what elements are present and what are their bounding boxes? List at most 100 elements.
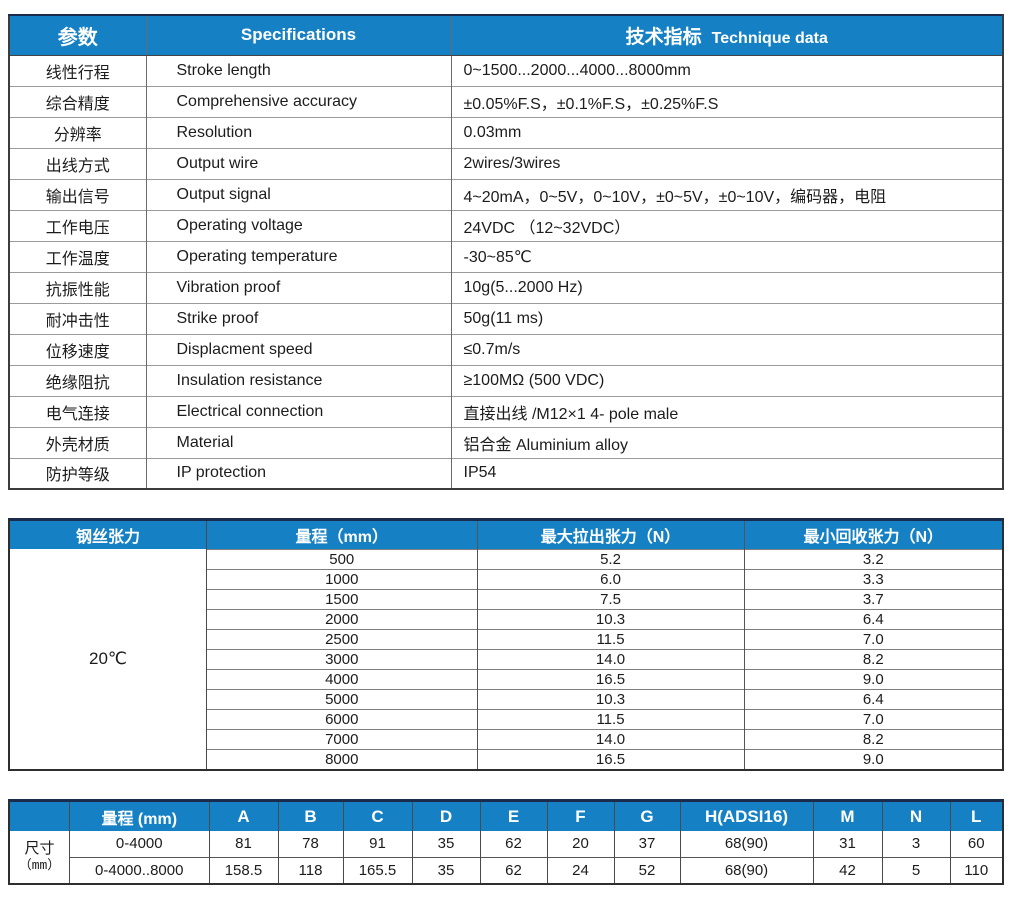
table-cell: 防护等级 bbox=[9, 457, 146, 489]
table-cell: M bbox=[812, 802, 882, 831]
table-row: 2500 11.5 7.0 bbox=[207, 628, 1002, 649]
table-cell: 5000 bbox=[207, 688, 477, 709]
table-row: 防护等级 IP protection IP54 bbox=[9, 457, 1003, 489]
table-row: 工作温度 Operating temperature -30~85℃ bbox=[9, 240, 1003, 272]
table-cell: Resolution bbox=[145, 116, 451, 148]
table-cell: 工作电压 bbox=[9, 209, 146, 241]
table-row: 500 5.2 3.2 bbox=[207, 548, 1002, 569]
table-cell: 抗振性能 bbox=[9, 271, 146, 303]
table-cell: 10.3 bbox=[476, 608, 744, 629]
spec-header-technique-data: 技术指标 Technique data bbox=[450, 15, 1003, 56]
table-row: 1000 6.0 3.3 bbox=[207, 568, 1002, 589]
table-cell: 78 bbox=[277, 831, 343, 857]
table-cell: 工作温度 bbox=[9, 240, 146, 272]
table-cell: 4000 bbox=[207, 668, 477, 689]
table-cell: 0~1500...2000...4000...8000mm bbox=[450, 55, 1003, 86]
tension-left-column: 钢丝张力 20℃ bbox=[10, 521, 207, 769]
table-cell: 9.0 bbox=[743, 668, 1002, 689]
tension-temperature-cell: 20℃ bbox=[10, 549, 206, 769]
table-cell: 1000 bbox=[207, 568, 477, 589]
table-cell: 35 bbox=[411, 856, 480, 883]
table-cell: 5 bbox=[881, 856, 950, 883]
table-cell: 位移速度 bbox=[9, 333, 146, 365]
table-cell: 外壳材质 bbox=[9, 426, 146, 458]
spec-header-row: 参数 Specifications 技术指标 Technique data bbox=[9, 15, 1003, 56]
table-cell: 52 bbox=[613, 856, 680, 883]
table-cell: 0-4000..8000 bbox=[70, 856, 209, 883]
table-cell: 线性行程 bbox=[45, 64, 110, 82]
table-cell: 8000 bbox=[207, 748, 477, 769]
dimensions-row-label-unit: （mm） bbox=[18, 858, 61, 874]
table-cell: Material bbox=[145, 426, 451, 458]
table-cell: A bbox=[208, 802, 278, 831]
table-cell: 3.7 bbox=[743, 588, 1002, 609]
table-cell: G bbox=[613, 802, 680, 831]
table-cell: 4~20mA，0~5V，0~10V，±0~5V，±0~10V，编码器，电阻 bbox=[450, 178, 1003, 210]
table-row: 4000 16.5 9.0 bbox=[207, 668, 1002, 689]
table-row: 外壳材质 Material 铝合金 Aluminium alloy bbox=[9, 426, 1003, 458]
table-cell: 118 bbox=[277, 856, 343, 883]
table-cell: 铝合金 Aluminium alloy bbox=[450, 426, 1003, 458]
tension-table: 钢丝张力 20℃ 量程（mm） 最大拉出张力（N） 最小回收张力（N） 500 5… bbox=[8, 518, 1004, 771]
table-cell: C bbox=[342, 802, 412, 831]
table-cell: 8.2 bbox=[743, 648, 1002, 669]
tension-header-row: 量程（mm） 最大拉出张力（N） 最小回收张力（N） bbox=[207, 521, 1002, 549]
table-row: 工作电压 Operating voltage 24VDC （12~32VDC） bbox=[9, 209, 1003, 241]
table-cell: 7.5 bbox=[476, 588, 744, 609]
table-cell: 165.5 bbox=[342, 856, 412, 883]
table-cell: 3.3 bbox=[743, 568, 1002, 589]
table-cell: 9.0 bbox=[743, 748, 1002, 769]
table-cell: ≥100MΩ (500 VDC) bbox=[450, 364, 1003, 396]
table-cell: Operating temperature bbox=[145, 240, 451, 272]
table-cell: 5.2 bbox=[476, 548, 744, 569]
table-cell: 16.5 bbox=[476, 748, 744, 769]
dimensions-left-column: 尺寸 （mm） bbox=[10, 802, 70, 883]
table-row: 5000 10.3 6.4 bbox=[207, 688, 1002, 709]
table-row: 综合精度 Comprehensive accuracy ±0.05%F.S，±0.1… bbox=[9, 85, 1003, 117]
table-cell: 直接出线 /M12×1 4- pole male bbox=[450, 395, 1003, 427]
table-row: 耐冲击性 Strike proof 50g(11 ms) bbox=[9, 302, 1003, 334]
table-cell: ±0.05%F.S，±0.1%F.S，±0.25%F.S bbox=[450, 85, 1003, 117]
tension-header-label: 钢丝张力 bbox=[10, 521, 206, 549]
table-cell: 综合精度 bbox=[9, 85, 146, 117]
table-cell: Insulation resistance bbox=[145, 364, 451, 396]
table-cell: 14.0 bbox=[476, 648, 744, 669]
table-cell: 31 bbox=[812, 831, 882, 857]
table-cell: 11.5 bbox=[476, 708, 744, 729]
table-cell: 出线方式 bbox=[9, 147, 146, 179]
table-cell: 2500 bbox=[207, 628, 477, 649]
table-cell: 7000 bbox=[207, 728, 477, 749]
table-cell: 6000 bbox=[207, 708, 477, 729]
table-cell: 500 bbox=[207, 548, 477, 569]
table-cell: 20 bbox=[546, 831, 614, 857]
table-cell: 耐冲击性 bbox=[9, 302, 146, 334]
dimensions-header-blank bbox=[10, 802, 69, 831]
table-cell: 50g(11 ms) bbox=[450, 302, 1003, 334]
dimensions-data-table: 量程 (mm) A B C D E F G H(ADSI16) M N L 0-4000 81 78 91 3… bbox=[70, 802, 1002, 883]
table-cell: 1500 bbox=[207, 588, 477, 609]
table-cell: B bbox=[277, 802, 343, 831]
table-cell: 60 bbox=[949, 831, 1002, 857]
table-row: 位移速度 Displacment speed ≤0.7m/s bbox=[9, 333, 1003, 365]
table-cell: 68(90) bbox=[679, 856, 813, 883]
table-cell: 14.0 bbox=[476, 728, 744, 749]
table-cell: 2000 bbox=[207, 608, 477, 629]
table-cell: Strike proof bbox=[145, 302, 451, 334]
spec-table: 参数 Specifications 技术指标 Technique data 线性行… bbox=[8, 14, 1004, 490]
table-cell: 电气连接 bbox=[9, 395, 146, 427]
table-cell: -30~85℃ bbox=[450, 240, 1003, 272]
table-cell: E bbox=[479, 802, 547, 831]
table-cell: 11.5 bbox=[476, 628, 744, 649]
tension-header-max-pull: 最大拉出张力（N） bbox=[476, 521, 744, 549]
table-cell: 62 bbox=[479, 856, 547, 883]
table-row: 出线方式 Output wire 2wires/3wires bbox=[9, 147, 1003, 179]
table-cell: 24 bbox=[546, 856, 614, 883]
table-cell: 0-4000 bbox=[115, 835, 163, 853]
table-cell: 2wires/3wires bbox=[450, 147, 1003, 179]
table-cell: 42 bbox=[812, 856, 882, 883]
table-cell: 7.0 bbox=[743, 628, 1002, 649]
table-cell: Stroke length bbox=[145, 55, 451, 86]
table-cell: 7.0 bbox=[743, 708, 1002, 729]
table-cell: 量程 (mm) bbox=[70, 802, 209, 831]
table-cell: Operating voltage bbox=[145, 209, 451, 241]
